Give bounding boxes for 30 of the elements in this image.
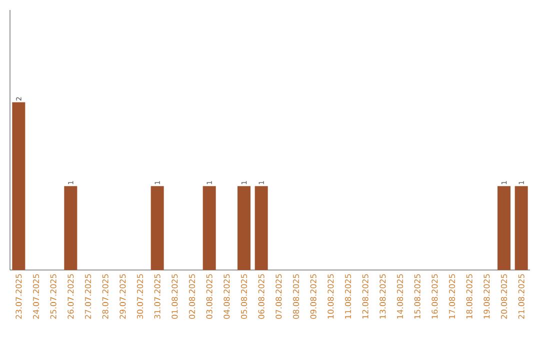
x-tick-label: 30.07.2025 bbox=[136, 274, 144, 319]
x-tick-label: 01.08.2025 bbox=[172, 274, 178, 319]
x-tick-label: 10.08.2025 bbox=[328, 274, 334, 318]
x-tick-label: 27.07.2025 bbox=[84, 274, 92, 319]
x-tick-label: 29.07.2025 bbox=[120, 274, 126, 319]
x-tick-label: 03.08.2025 bbox=[206, 274, 212, 319]
x-tick-label: 21.08.2025 bbox=[518, 274, 524, 319]
x-tick-label: 26.07.2025 bbox=[68, 274, 74, 319]
x-tick-label: 13.08.2025 bbox=[380, 274, 386, 318]
x-tick-label: 19.08.2025 bbox=[484, 274, 490, 318]
x-tick-label: 24.07.2025 bbox=[32, 274, 40, 319]
x-tick-label: 16.08.2025 bbox=[432, 274, 438, 318]
x-tick-label: 20.08.2025 bbox=[500, 274, 508, 319]
x-tick-label: 18.08.2025 bbox=[466, 274, 472, 318]
x-tick-label: 04.08.2025 bbox=[224, 274, 230, 319]
x-tick-label: 28.07.2025 bbox=[102, 274, 108, 319]
x-tick-label: 09.08.2025 bbox=[310, 274, 316, 319]
x-tick-label: 02.08.2025 bbox=[188, 274, 196, 319]
x-tick-label: 05.08.2025 bbox=[240, 274, 248, 319]
x-tick-label: 12.08.2025 bbox=[362, 274, 368, 318]
x-tick-label: 25.07.2025 bbox=[50, 274, 56, 319]
x-tick-label: 11.08.2025 bbox=[344, 274, 352, 318]
x-tick-label: 15.08.2025 bbox=[414, 274, 420, 318]
x-tick-label: 08.08.2025 bbox=[292, 274, 300, 319]
x-tick-label: 07.08.2025 bbox=[276, 274, 282, 319]
x-tick-label: 31.07.2025 bbox=[154, 274, 160, 319]
x-tick-label: 17.08.2025 bbox=[448, 274, 456, 318]
x-tick-label: 14.08.2025 bbox=[396, 274, 404, 318]
x-tick-label: 23.07.2025 bbox=[16, 274, 22, 319]
x-tick-label: 06.08.2025 bbox=[258, 274, 264, 319]
